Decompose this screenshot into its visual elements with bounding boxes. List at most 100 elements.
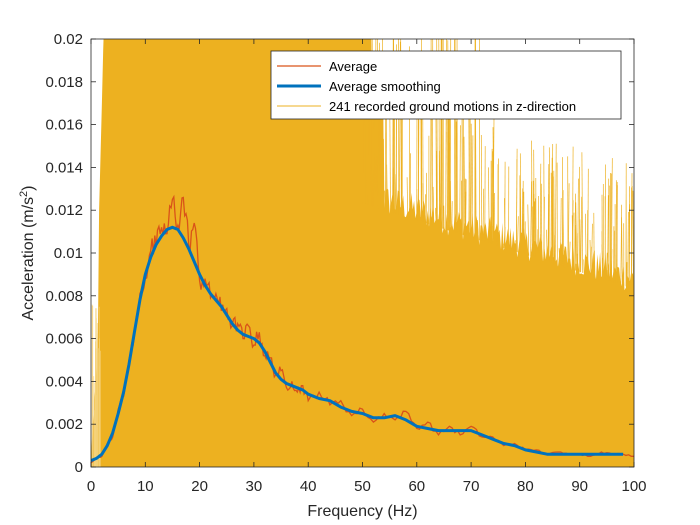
recorded-motion-spike — [627, 211, 629, 288]
y-tick-label: 0.006 — [45, 331, 83, 348]
recorded-motion-spike — [608, 185, 610, 282]
y-tick-label: 0.016 — [45, 117, 83, 134]
recorded-motion-spike — [439, 150, 441, 228]
recorded-motion-spike — [432, 186, 435, 226]
recorded-motion-spike — [611, 249, 613, 282]
recorded-motion-spike — [394, 174, 397, 214]
x-tick-label: 0 — [87, 478, 95, 495]
x-axis-label: Frequency (Hz) — [307, 503, 417, 520]
recorded-motions-fill — [91, 39, 634, 467]
x-tick-label: 80 — [517, 478, 534, 495]
recorded-motion-spike — [579, 219, 581, 273]
y-axis-label-main: Acceleration (m/s — [20, 197, 37, 321]
recorded-motion-spike — [587, 168, 589, 275]
recorded-motion-spike — [432, 213, 434, 226]
x-axis-ticks: 0 10 20 30 40 50 60 70 80 90 100 — [87, 39, 647, 495]
series-layer — [91, 194, 634, 464]
recorded-motion-spike — [482, 188, 485, 242]
recorded-motion-spike — [572, 146, 574, 270]
x-tick-label: 90 — [571, 478, 588, 495]
recorded-motion-spike — [517, 216, 519, 253]
recorded-motion-spike — [585, 213, 587, 274]
recorded-motion-spike — [610, 271, 612, 282]
recorded-motion-spike — [628, 186, 630, 288]
recorded-motion-spike — [463, 136, 466, 236]
y-tick-label: 0.014 — [45, 159, 83, 176]
recorded-motion-spike — [527, 204, 530, 256]
legend-box — [270, 50, 622, 120]
recorded-motion-spike — [392, 167, 394, 214]
legend-label-average-smoothing: Average smoothing — [329, 79, 441, 94]
recorded-motion-spike — [459, 125, 461, 235]
recorded-motion-spike — [530, 181, 532, 257]
y-tick-label: 0.002 — [45, 416, 83, 433]
y-tick-label: 0.004 — [45, 373, 83, 390]
recorded-motion-spike — [519, 198, 521, 253]
recorded-motion-spike — [594, 250, 596, 277]
recorded-motion-spike — [589, 239, 592, 276]
x-tick-label: 60 — [408, 478, 425, 495]
recorded-motion-spike — [592, 274, 594, 277]
y-tick-label: 0.02 — [54, 31, 83, 48]
recorded-motion-spike — [492, 117, 495, 245]
recorded-motion-spike — [493, 192, 495, 245]
legend-label-average: Average — [329, 59, 377, 74]
x-tick-label: 30 — [246, 478, 263, 495]
x-tick-label: 40 — [300, 478, 317, 495]
legend: Average Average smoothing 241 recorded g… — [270, 50, 622, 120]
series-average-smoothing-line — [91, 225, 624, 462]
x-tick-label: 50 — [354, 478, 371, 495]
recorded-motion-spike — [605, 252, 608, 281]
y-tick-label: 0.012 — [45, 202, 83, 219]
recorded-motion-spike — [631, 173, 633, 289]
y-axis-label: Acceleration (m/s2) — [18, 185, 37, 320]
recorded-motion-spike — [620, 217, 622, 285]
y-axis-label-superscript: 2 — [18, 191, 30, 197]
recorded-motion-spike — [379, 150, 381, 209]
y-tick-label: 0.008 — [45, 288, 83, 305]
recorded-motion-spike — [470, 123, 473, 238]
recorded-motion-spike — [560, 197, 562, 266]
x-tick-label: 70 — [463, 478, 480, 495]
recorded-motion-spike — [424, 194, 426, 224]
recorded-motion-spike — [568, 241, 571, 269]
recorded-motion-spike — [406, 177, 409, 218]
recorded-motion-spike — [581, 152, 584, 273]
legend-label-recorded-motions: 241 recorded ground motions in z-directi… — [329, 99, 576, 114]
recorded-motion-spike — [621, 204, 623, 286]
recorded-motion-spike — [361, 200, 364, 204]
x-tick-label: 100 — [621, 478, 646, 495]
recorded-motion-spike — [540, 183, 543, 260]
recorded-motion-spike — [394, 210, 396, 214]
recorded-motion-spike — [548, 147, 551, 263]
recorded-motion-spike — [488, 167, 490, 244]
y-axis-label-close: ) — [20, 185, 37, 190]
recorded-motion-spike — [543, 196, 545, 261]
recorded-motion-spike — [365, 169, 367, 205]
recorded-motion-spike — [565, 259, 567, 268]
x-tick-label: 10 — [137, 478, 154, 495]
x-tick-label: 20 — [191, 478, 208, 495]
recorded-motion-spike — [391, 203, 394, 213]
recorded-motion-spike — [514, 240, 516, 252]
recorded-motion-spike — [616, 181, 618, 284]
recorded-motion-spike — [383, 138, 385, 211]
recorded-motion-spike — [551, 143, 554, 264]
recorded-motion-spike — [553, 170, 555, 264]
recorded-motion-spike — [567, 183, 570, 269]
recorded-motion-spike — [591, 223, 593, 276]
recorded-motion-spike — [477, 220, 479, 240]
recorded-motions-band — [91, 39, 634, 467]
recorded-motion-spike — [521, 188, 524, 254]
recorded-motion-spike — [480, 134, 483, 242]
recorded-motion-spike — [555, 143, 557, 265]
recorded-motion-spike — [531, 140, 533, 257]
y-tick-label: 0.01 — [54, 245, 83, 262]
recorded-motion-spike — [450, 180, 452, 232]
recorded-motion-spike — [580, 196, 583, 273]
recorded-motion-spike — [607, 195, 609, 281]
y-axis-ticks: 0 0.002 0.004 0.006 0.008 0.01 0.012 0.014 0.016… — [45, 31, 634, 476]
y-tick-label: 0.018 — [45, 74, 83, 91]
recorded-motion-spike — [546, 229, 548, 262]
